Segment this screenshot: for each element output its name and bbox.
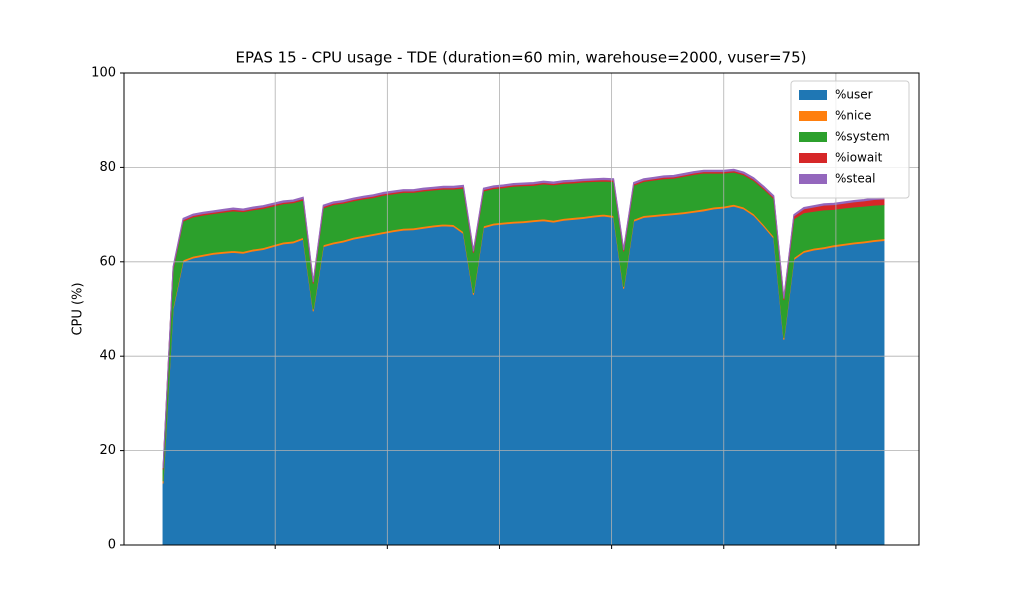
legend-swatch [799, 90, 827, 100]
y-tick-label: 60 [99, 254, 116, 269]
y-axis-label: CPU (%) [71, 282, 86, 335]
areas [162, 168, 885, 546]
y-tick-label: 40 [99, 349, 116, 364]
legend-label: %user [835, 88, 873, 102]
legend-swatch [799, 111, 827, 121]
area-4 [162, 168, 885, 469]
legend-label: %nice [835, 109, 871, 123]
y-tick-label: 80 [99, 160, 116, 175]
legend-box [790, 80, 910, 199]
legend-swatch [799, 174, 827, 184]
y-tick-label: 100 [91, 66, 116, 81]
legend-label: %system [835, 130, 890, 144]
legend-label: %iowait [835, 151, 883, 165]
plot-frame [123, 72, 920, 546]
legend-swatch [799, 153, 827, 163]
legend-swatch [799, 132, 827, 142]
legend: %user %nice %system %iowait %steal [790, 80, 910, 199]
y-tick-label: 20 [99, 443, 116, 458]
chart-title: EPAS 15 - CPU usage - TDE (duration=60 m… [236, 49, 807, 67]
y-tick-label: 0 [108, 538, 116, 553]
legend-label: %steal [835, 172, 875, 186]
